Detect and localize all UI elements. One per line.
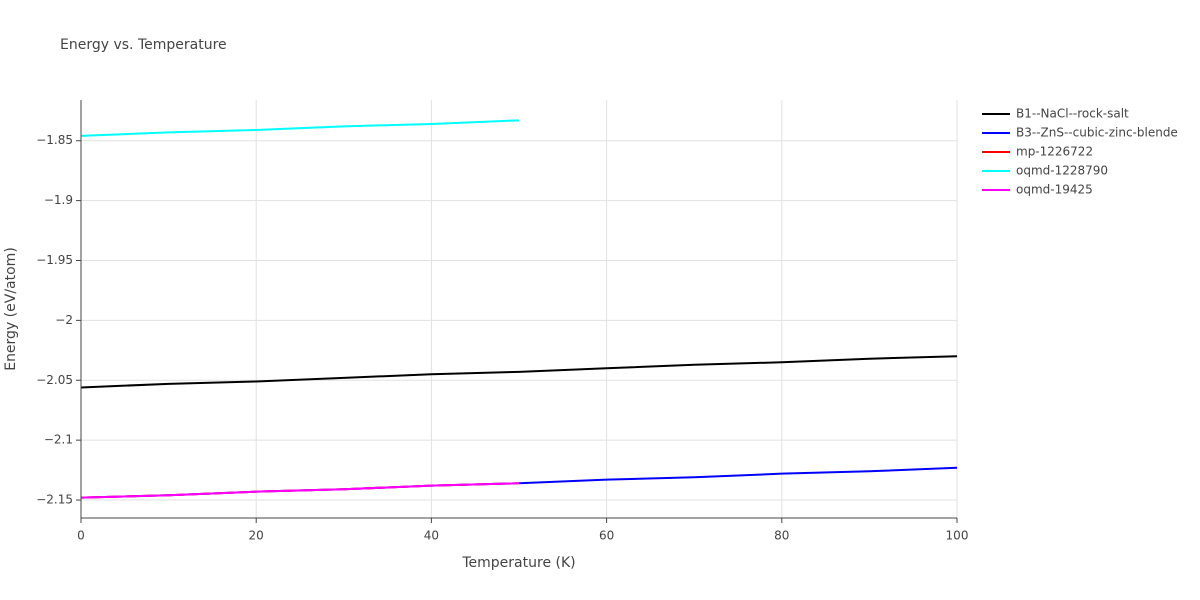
legend-label: mp-1226722 — [1016, 145, 1093, 159]
x-tick-label: 40 — [424, 529, 439, 543]
x-tick-label: 20 — [249, 529, 264, 543]
legend: B1--NaCl--rock-salt B3--ZnS--cubic-zinc-b… — [982, 107, 1178, 197]
y-tick-label: −2 — [55, 313, 73, 327]
plot-area — [80, 119, 958, 499]
y-tick-label: −1.95 — [36, 253, 73, 267]
y-tick-label: −2.15 — [36, 493, 73, 507]
x-tick-label: 0 — [77, 529, 85, 543]
legend-label: B3--ZnS--cubic-zinc-blende — [1016, 126, 1178, 140]
chart-title: Energy vs. Temperature — [60, 37, 227, 53]
y-tick-label: −1.85 — [36, 133, 73, 147]
legend-label: oqmd-1228790 — [1016, 164, 1108, 178]
y-tick-label: −2.1 — [44, 433, 73, 447]
series-line — [80, 355, 958, 389]
x-axis-title: Temperature (K) — [461, 555, 575, 571]
y-axis-title: Energy (eV/atom) — [3, 247, 19, 371]
series-line — [80, 482, 520, 499]
x-tick-label: 100 — [946, 529, 969, 543]
y-tick-label: −1.9 — [44, 193, 73, 207]
x-tick-label: 80 — [774, 529, 789, 543]
grid — [80, 100, 958, 518]
y-tick-label: −2.05 — [36, 373, 73, 387]
series-line — [80, 119, 520, 137]
legend-label: oqmd-19425 — [1016, 183, 1093, 197]
legend-label: B1--NaCl--rock-salt — [1016, 107, 1129, 121]
x-tick-label: 60 — [599, 529, 614, 543]
